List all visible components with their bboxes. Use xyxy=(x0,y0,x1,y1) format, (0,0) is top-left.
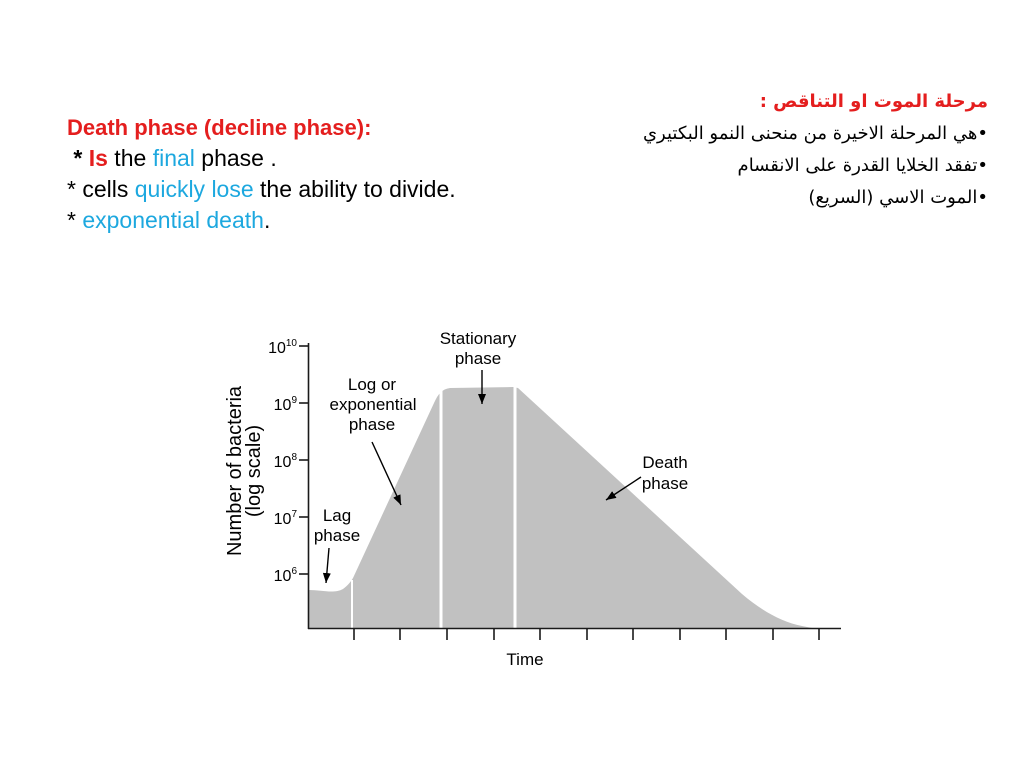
growth-curve-area xyxy=(309,387,812,628)
note-text: the ability to divide. xyxy=(253,176,456,202)
y-tick-base: 10 xyxy=(274,397,292,414)
y-tick-exponent: 6 xyxy=(291,566,297,577)
x-axis-title: Time xyxy=(506,650,543,669)
highlight-exponential-death: exponential death xyxy=(82,207,264,233)
y-tick-exponent: 8 xyxy=(291,452,297,463)
bacterial-growth-curve-diagram: 1010 109 108 107 106 Number of bacteria … xyxy=(224,329,841,669)
y-tick-base: 10 xyxy=(274,511,292,528)
log-phase-label: Log or exponential phase xyxy=(330,375,417,434)
y-tick-base: 10 xyxy=(274,568,292,585)
highlight-quickly-lose: quickly lose xyxy=(134,176,254,202)
y-tick-label: 106 xyxy=(274,566,298,585)
phase-label-line: Stationary xyxy=(440,329,517,348)
arabic-heading: مرحلة الموت او التناقص : xyxy=(759,91,988,112)
arabic-bullet-1: •هي المرحلة الاخيرة من منحنى النمو البكت… xyxy=(642,123,988,144)
y-tick-exponent: 10 xyxy=(286,338,298,349)
y-tick-label: 1010 xyxy=(268,338,297,357)
phase-label-line: Death xyxy=(642,453,687,472)
note-text: phase . xyxy=(194,145,277,171)
keyword-is: Is xyxy=(88,145,108,171)
y-tick-label: 108 xyxy=(274,452,298,471)
arabic-bullet-2: •تفقد الخلايا القدرة على الانقسام xyxy=(737,155,988,176)
y-tick-base: 10 xyxy=(268,340,286,357)
log-phase-arrow xyxy=(371,441,402,506)
y-tick-label: 109 xyxy=(274,395,298,414)
y-tick-exponent: 9 xyxy=(291,395,297,406)
phase-label-line: phase xyxy=(455,349,501,368)
x-axis-ticks xyxy=(353,628,820,640)
y-axis-ticks xyxy=(299,345,308,575)
phase-label-line: exponential xyxy=(330,395,417,414)
english-notes: Death phase (decline phase): * Is the fi… xyxy=(67,112,456,236)
lag-phase-arrow xyxy=(322,547,331,584)
note-final-phase: * Is the final phase . xyxy=(67,143,456,174)
phase-label-line: phase xyxy=(314,526,360,545)
y-tick-exponent: 7 xyxy=(291,509,297,520)
highlight-final: final xyxy=(152,145,195,171)
y-axis-scale-note: (log scale) xyxy=(243,425,265,517)
note-exponential-death: * exponential death. xyxy=(67,205,456,236)
stationary-phase-label: Stationary phase xyxy=(440,329,517,368)
death-phase-arrow xyxy=(605,476,642,501)
arabic-notes: مرحلة الموت او التناقص : •هي المرحلة الا… xyxy=(643,86,988,214)
english-heading: Death phase (decline phase): xyxy=(67,115,372,140)
note-lose-division: * cells quickly lose the ability to divi… xyxy=(67,174,456,205)
note-text: the xyxy=(107,145,153,171)
phase-label-line: phase xyxy=(349,415,395,434)
phase-label-line: Lag xyxy=(323,506,351,525)
note-bullet: * xyxy=(67,145,89,171)
death-phase-label: Death phase xyxy=(642,453,688,493)
phase-label-line: Log or xyxy=(348,375,397,394)
lag-phase-label: Lag phase xyxy=(314,506,360,545)
note-bullet: * xyxy=(67,207,83,233)
y-axis-title: Number of bacteria xyxy=(224,385,246,556)
phase-label-line: phase xyxy=(642,474,688,493)
note-text: . xyxy=(263,207,271,233)
note-bullet: * xyxy=(67,176,83,202)
y-tick-label: 107 xyxy=(274,509,298,528)
arabic-bullet-3: •الموت الاسي (السريع) xyxy=(808,187,988,208)
y-tick-base: 10 xyxy=(274,454,292,471)
note-text: cells xyxy=(82,176,135,202)
